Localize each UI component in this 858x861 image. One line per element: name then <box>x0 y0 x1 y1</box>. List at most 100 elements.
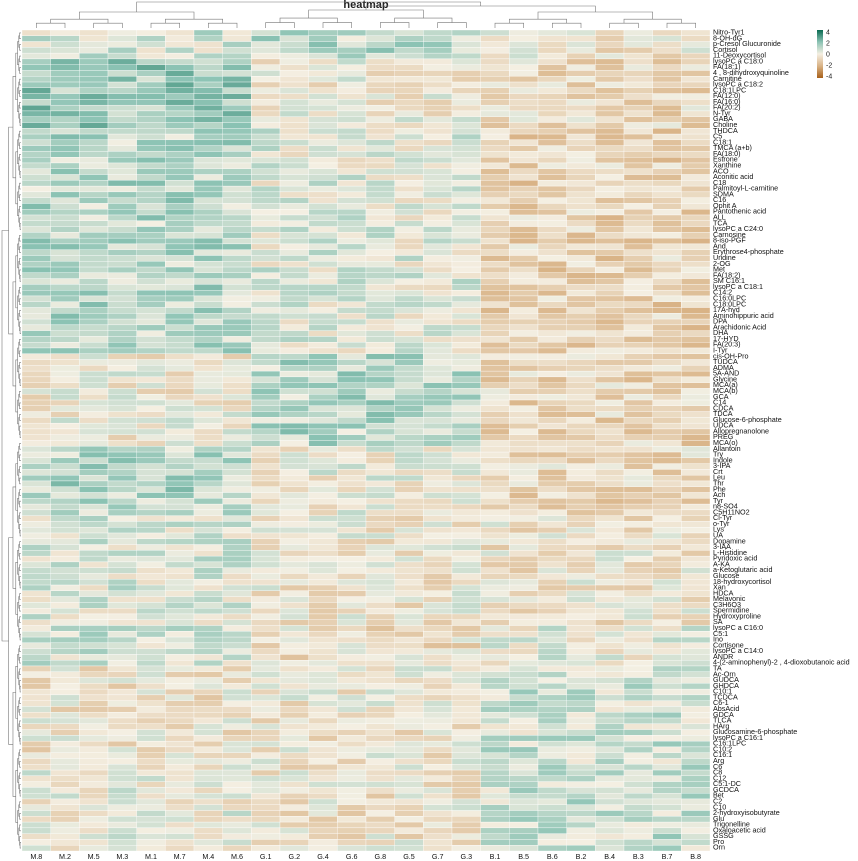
heatmap-cell <box>623 833 653 840</box>
heatmap-cell <box>136 503 166 511</box>
row-label: ACO <box>713 166 729 175</box>
row-label: Pro <box>713 837 724 846</box>
heatmap-cell <box>537 226 567 233</box>
heatmap-cell <box>79 336 109 343</box>
heatmap-cell <box>451 821 481 829</box>
heatmap-cell <box>623 365 653 372</box>
heatmap-cell <box>50 394 80 401</box>
heatmap-cell <box>623 342 653 349</box>
heatmap-cell <box>537 214 567 221</box>
heatmap-cell <box>79 359 109 366</box>
heatmap-cell <box>365 318 395 326</box>
heatmap-cell <box>21 81 51 88</box>
heatmap-cell <box>509 787 539 794</box>
heatmap-cell <box>50 746 80 753</box>
heatmap-cell <box>623 654 653 661</box>
heatmap-cell <box>251 752 281 759</box>
heatmap-cell <box>50 544 80 551</box>
heatmap-cell <box>193 197 223 204</box>
heatmap-cell <box>566 683 596 690</box>
heatmap-cell <box>337 509 367 516</box>
heatmap-cell <box>21 683 51 690</box>
heatmap-cell <box>652 845 682 852</box>
heatmap-cell <box>595 35 625 42</box>
heatmap-cell <box>566 752 596 759</box>
heatmap-cell <box>451 342 481 349</box>
dendrogram-branch <box>19 431 21 438</box>
heatmap-cell <box>79 145 109 152</box>
heatmap-cell <box>623 521 653 528</box>
heatmap-cell <box>308 133 338 141</box>
heatmap-cell <box>681 359 711 366</box>
heatmap-cell <box>251 521 281 528</box>
heatmap-cell <box>21 527 51 534</box>
heatmap-cell <box>652 290 682 297</box>
heatmap-cell <box>21 47 51 54</box>
heatmap-cell <box>107 625 137 632</box>
heatmap-cell <box>480 677 510 684</box>
heatmap-cell <box>165 405 195 412</box>
dendrogram-branch <box>19 789 21 797</box>
heatmap-cell <box>365 185 395 193</box>
heatmap-cell <box>537 625 567 632</box>
dendrogram-branch <box>437 22 467 28</box>
heatmap-cell <box>537 41 567 48</box>
heatmap-cell <box>337 764 367 771</box>
heatmap-cell <box>480 451 510 459</box>
heatmap-cell <box>308 336 338 343</box>
row-label: Aconitic acid <box>713 172 753 181</box>
heatmap-cell <box>79 752 109 759</box>
heatmap-cell <box>79 816 109 823</box>
heatmap-cell <box>365 35 395 42</box>
heatmap-cell <box>337 440 367 447</box>
heatmap-cell <box>136 579 166 586</box>
row-label: Trigonelline <box>713 820 750 829</box>
heatmap-cell <box>509 775 539 782</box>
heatmap-cell <box>107 816 137 823</box>
row-label: TMCA (a+b) <box>713 143 752 152</box>
heatmap-cell <box>79 498 109 505</box>
heatmap-cell <box>480 376 510 383</box>
heatmap-cell <box>509 793 539 800</box>
heatmap-cell <box>652 197 682 204</box>
heatmap-cell <box>79 440 109 447</box>
heatmap-cell <box>681 579 711 586</box>
heatmap-cell <box>21 607 51 615</box>
row-label: lysoPC a C16:1 <box>713 733 763 742</box>
heatmap-cell <box>193 290 223 297</box>
dendrogram-branch <box>19 657 21 664</box>
heatmap-cell <box>480 151 510 158</box>
heatmap-cell <box>79 787 109 794</box>
heatmap-cell <box>681 833 711 840</box>
heatmap-cell <box>193 561 223 568</box>
heatmap-cell <box>251 625 281 632</box>
row-label: C12 <box>713 773 726 782</box>
heatmap-cell <box>681 515 711 522</box>
heatmap-cell <box>21 521 51 528</box>
heatmap-cell <box>595 122 625 129</box>
heatmap-cell <box>308 122 338 129</box>
heatmap-cell <box>480 313 510 320</box>
heatmap-cell <box>365 301 395 308</box>
heatmap-cell <box>623 93 653 100</box>
heatmap-cell <box>451 527 481 534</box>
dendrogram-branch <box>19 298 21 305</box>
heatmap-cell <box>193 145 223 152</box>
heatmap-cell <box>50 174 80 181</box>
heatmap-cell <box>79 417 109 424</box>
heatmap-cell <box>480 411 510 418</box>
heatmap-cell <box>222 237 252 245</box>
heatmap-cell <box>652 185 682 193</box>
heatmap-cell <box>566 29 596 36</box>
heatmap-cell <box>423 619 453 626</box>
heatmap-cell <box>21 405 51 412</box>
heatmap-cell <box>365 284 395 291</box>
heatmap-cell <box>107 81 137 88</box>
heatmap-cell <box>595 613 625 620</box>
dendrogram-branch <box>19 171 21 178</box>
heatmap-cell <box>50 301 80 308</box>
heatmap-cell <box>165 839 195 846</box>
heatmap-cell <box>394 642 424 649</box>
heatmap-cell <box>337 318 367 326</box>
heatmap-cell <box>308 579 338 586</box>
